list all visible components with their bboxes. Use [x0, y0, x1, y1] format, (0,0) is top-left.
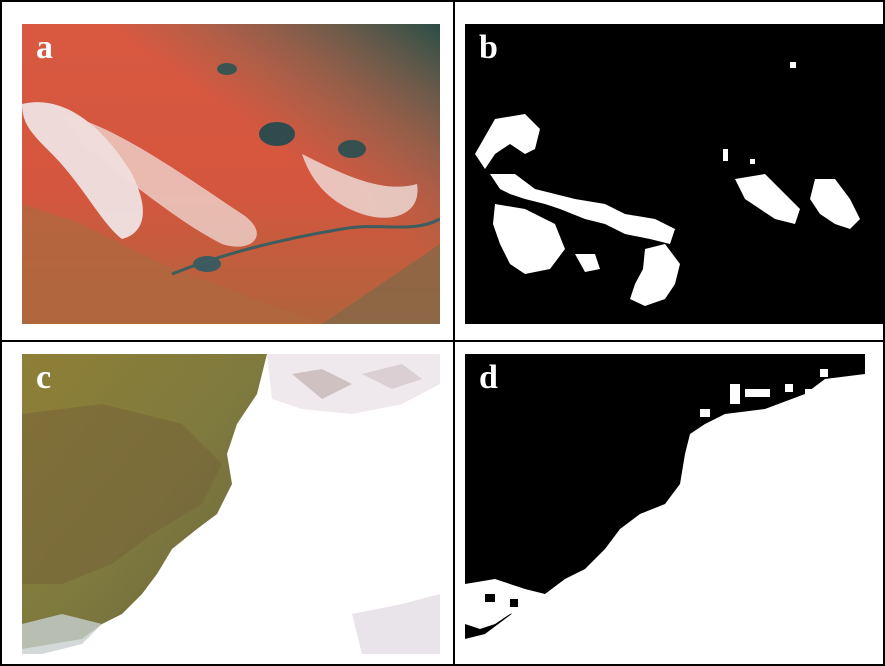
panel-label-d: d: [479, 359, 498, 396]
panel-d-binary-mask: d: [465, 354, 885, 654]
mask-image-b: [465, 24, 885, 324]
divider-horizontal: [0, 340, 885, 342]
mask-image-d: [465, 354, 885, 654]
border-left: [0, 0, 2, 666]
satellite-image-c: [22, 354, 440, 654]
panel-a-satellite-image: a: [22, 24, 440, 324]
panel-label-b: b: [479, 29, 498, 66]
panel-label-c: c: [36, 359, 52, 396]
border-top: [0, 0, 885, 2]
border-bottom: [0, 664, 885, 666]
panel-c-satellite-image: c: [22, 354, 440, 654]
panel-b-binary-mask: b: [465, 24, 885, 324]
divider-vertical: [453, 0, 455, 666]
panel-label-a: a: [36, 29, 53, 66]
border-right: [883, 0, 885, 666]
satellite-image-a: [22, 24, 440, 324]
